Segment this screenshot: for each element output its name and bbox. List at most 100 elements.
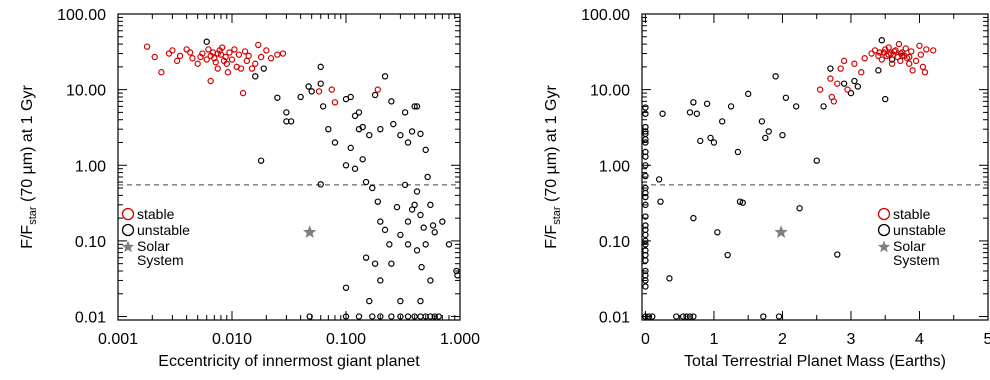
data-point-stable <box>851 60 858 67</box>
data-point-unstable <box>690 214 697 222</box>
data-point-unstable <box>413 188 421 195</box>
data-point-stable <box>224 69 232 76</box>
data-point-unstable <box>813 157 820 164</box>
data-point-unstable <box>690 313 697 320</box>
y-tick-label: 10.00 <box>590 83 630 100</box>
data-point-stable <box>834 80 841 87</box>
data-point-stable <box>897 50 905 57</box>
data-point-stable <box>837 65 844 72</box>
data-point-unstable <box>744 90 752 98</box>
legend-stable-marker <box>877 207 891 221</box>
series-stable <box>816 40 937 105</box>
data-point-stable <box>923 46 930 53</box>
data-point-unstable <box>439 218 446 225</box>
data-point-unstable <box>393 203 401 211</box>
data-point-unstable <box>718 118 726 125</box>
data-point-stable <box>207 77 214 85</box>
legend-solar-label-2: System <box>137 252 184 268</box>
x-tick-label: 0 <box>641 331 650 348</box>
data-point-stable <box>237 65 245 72</box>
right-panel: 0.01 0.10 1.00 10.00 100.00 0 1 2 3 4 5 Total Terre… <box>543 7 990 370</box>
data-point-unstable <box>306 313 313 320</box>
data-point-unstable <box>388 313 395 320</box>
data-point-unstable <box>342 313 350 320</box>
data-point-unstable <box>673 313 680 320</box>
y-tick-label: 1.00 <box>599 158 630 175</box>
data-point-unstable <box>417 130 424 138</box>
data-point-stable <box>239 89 247 97</box>
y-axis-label-rest: (70 µm) at 1 Gyr <box>543 85 560 207</box>
data-point-stable <box>315 88 323 95</box>
data-point-unstable <box>331 139 339 146</box>
data-point-unstable <box>408 128 416 135</box>
legend-stable-label: stable <box>137 206 175 222</box>
y-tick-label: 1.00 <box>75 158 106 175</box>
legend-solar-label-1: Solar <box>893 238 926 254</box>
data-point-unstable <box>401 109 409 116</box>
data-point-unstable <box>659 110 666 117</box>
data-point-unstable <box>760 313 767 320</box>
data-point-stable <box>176 52 184 60</box>
data-point-unstable <box>642 104 649 111</box>
data-point-unstable <box>342 162 350 169</box>
data-point-unstable <box>287 118 295 125</box>
data-point-unstable <box>417 211 424 219</box>
data-point-unstable <box>347 93 354 101</box>
data-point-unstable <box>642 162 649 169</box>
data-point-unstable <box>697 137 704 145</box>
data-point-unstable <box>655 176 663 183</box>
legend-solar-label-1: Solar <box>137 238 170 254</box>
data-point-unstable <box>371 260 379 267</box>
left-panel: 0.01 0.10 1.00 10.00 100.00 0.001 0.010 0.100 1.… <box>19 7 480 370</box>
data-point-unstable <box>703 100 711 107</box>
data-point-unstable <box>274 94 281 101</box>
data-point-stable <box>890 48 898 55</box>
data-point-stable <box>827 75 834 82</box>
data-point-unstable <box>642 193 649 201</box>
y-axis-label: F/Fstar (70 µm) at 1 Gyr <box>543 85 563 249</box>
data-point-stable <box>228 56 236 63</box>
y-ticks <box>118 13 460 318</box>
data-point-stable <box>257 53 265 61</box>
data-point-unstable <box>854 83 862 90</box>
data-point-unstable <box>257 157 265 164</box>
data-point-stable <box>897 57 904 65</box>
data-point-unstable <box>417 297 424 305</box>
data-point-unstable <box>283 109 290 116</box>
data-point-stable <box>878 56 886 63</box>
data-point-unstable <box>374 198 381 205</box>
data-point-stable <box>882 46 889 53</box>
data-point-unstable <box>734 148 742 156</box>
series-stable <box>143 41 381 106</box>
x-tick-label: 5 <box>984 331 990 348</box>
data-point-unstable <box>642 241 649 248</box>
data-point-stable <box>222 53 229 61</box>
data-point-unstable <box>686 313 694 320</box>
x-axis-label: Eccentricity of innermost giant planet <box>158 353 420 370</box>
data-point-stable <box>916 42 923 49</box>
data-point-stable <box>218 44 226 51</box>
data-point-stable <box>194 60 201 67</box>
data-point-stable <box>226 49 233 56</box>
data-point-unstable <box>397 313 404 320</box>
data-point-unstable <box>642 189 649 197</box>
data-point-stable <box>212 59 219 66</box>
data-point-unstable <box>649 313 656 320</box>
x-ticks <box>117 14 461 320</box>
data-point-stable <box>919 63 927 71</box>
data-point-unstable <box>404 139 412 146</box>
data-point-unstable <box>796 205 803 212</box>
data-point-unstable <box>875 67 882 74</box>
y-axis-label-main: F/F <box>19 225 36 249</box>
data-point-unstable <box>642 222 649 229</box>
data-point-unstable <box>297 93 304 101</box>
data-point-stable <box>252 60 259 67</box>
y-axis-label-subscript: star <box>27 206 39 225</box>
data-point-unstable <box>317 181 324 188</box>
legend-unstable-marker <box>877 223 891 237</box>
data-point-unstable <box>739 199 746 206</box>
x-ticks <box>644 14 989 320</box>
solar-system-star <box>774 225 788 238</box>
data-point-unstable <box>342 284 350 291</box>
